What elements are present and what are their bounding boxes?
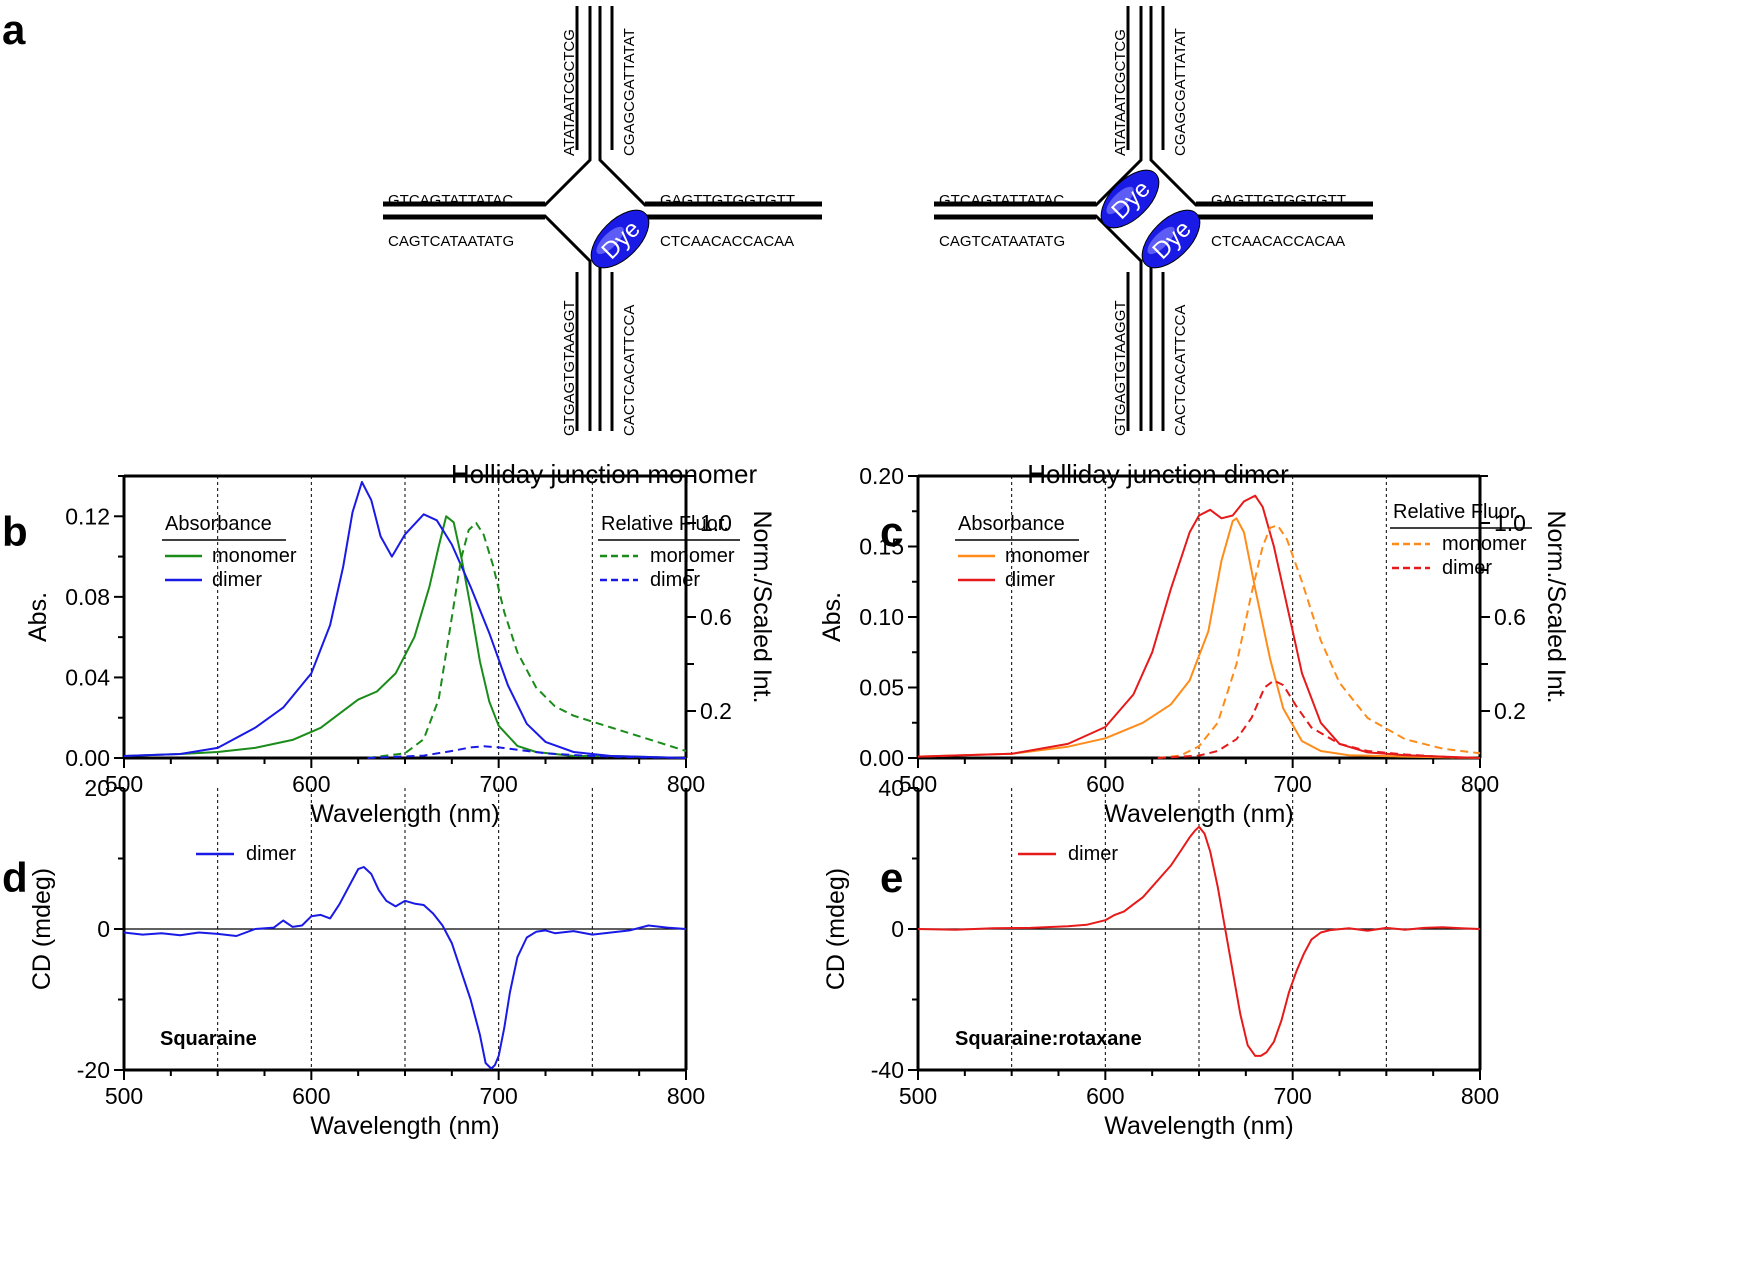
x-tick-label: 600	[292, 771, 330, 797]
legend-item-monomer: monomer	[650, 545, 735, 567]
x-tick-label: 700	[1273, 1083, 1311, 1109]
seq-down-right: CACTCACATTCCA	[621, 305, 638, 436]
seq-right-top: GAGTTGTGGTGTT	[660, 192, 795, 209]
series-fluorescence-monomer	[367, 522, 687, 759]
legend-absorbance-title: Absorbance	[165, 513, 272, 535]
series-absorbance-monomer	[917, 517, 1481, 759]
seq-right-top: GAGTTGTGGTGTT	[1211, 192, 1346, 209]
panel-label-a: a	[2, 6, 26, 53]
seq-up-right: CGAGCGATTATAT	[621, 28, 638, 156]
series-fluorescence-dimer	[1157, 679, 1462, 759]
y-axis-label: CD (mdeg)	[822, 868, 850, 990]
seq-left-top: GTCAGTATTATAC	[388, 192, 513, 209]
seq-right-bottom: CTCAACACCACAA	[1211, 233, 1345, 250]
legend-absorbance-title: Absorbance	[958, 513, 1065, 535]
holliday-junction-dimer-diagram: GTCAGTATTATAC CAGTCATAATATG GAGTTGTGGTGT…	[934, 6, 1373, 489]
chart-b-absorbance-fluorescence: 500 600 700 8000.000.040.080.120.20.61.0Wav…	[24, 474, 776, 828]
x-tick-label: 600	[1086, 1083, 1124, 1109]
series-fluorescence-dimer	[367, 745, 687, 759]
y2-tick-label: 1.0	[1494, 510, 1526, 536]
panel-label-d: d	[2, 854, 28, 901]
y2-axis-label: Norm./Scaled Int.	[1542, 510, 1570, 703]
y2-tick-label: 1.0	[700, 510, 732, 536]
y-tick-label: 0.04	[65, 664, 110, 690]
panel-label-c: c	[880, 508, 903, 555]
y-tick-label: 0.00	[65, 745, 110, 771]
y-tick-label: 0.00	[859, 745, 904, 771]
x-tick-label: 600	[1086, 771, 1124, 797]
x-tick-label: 500	[105, 1083, 143, 1109]
seq-up-right: CGAGCGATTATAT	[1172, 28, 1189, 156]
y2-tick-label: 0.6	[700, 604, 732, 630]
series-absorbance-dimer	[123, 481, 687, 759]
legend-item-monomer: monomer	[1005, 545, 1090, 567]
legend-item-dimer: dimer	[1442, 557, 1492, 579]
legend-item-monomer: monomer	[212, 545, 297, 567]
dye-annotation: Squaraine	[160, 1028, 257, 1050]
legend-item-monomer: monomer	[1442, 533, 1527, 555]
series-absorbance-dimer	[917, 494, 1481, 759]
y-tick-label: 20	[84, 775, 110, 801]
legend-item-dimer: dimer	[212, 569, 262, 591]
y-tick-label: 40	[878, 775, 904, 801]
x-tick-label: 700	[479, 771, 517, 797]
y-tick-label: 0.10	[859, 604, 904, 630]
legend-fluorescence-title: Relative Fluor.	[1393, 501, 1521, 523]
x-axis-label: Wavelength (nm)	[1104, 1112, 1293, 1140]
dye-icon: Dye	[590, 209, 650, 269]
x-tick-label: 700	[479, 1083, 517, 1109]
seq-left-top: GTCAGTATTATAC	[939, 192, 1064, 209]
panel-label-e: e	[880, 854, 903, 901]
y-axis-label: Abs.	[24, 592, 52, 642]
x-tick-label: 800	[667, 1083, 705, 1109]
holliday-junction-monomer-diagram: GTCAGTATTATAC CAGTCATAATATG GAGTTGTGGTGT…	[383, 6, 822, 489]
legend-item-dimer: dimer	[1005, 569, 1055, 591]
y-tick-label: 0.20	[859, 463, 904, 489]
y-tick-label: -20	[77, 1057, 110, 1083]
x-tick-label: 600	[292, 1083, 330, 1109]
legend-fluorescence-title: Relative Fluor.	[601, 513, 729, 535]
series-cd-dimer	[123, 866, 687, 1070]
y2-tick-label: 0.2	[1494, 698, 1526, 724]
series-cd-dimer	[917, 825, 1481, 1057]
y-axis-label: CD (mdeg)	[28, 868, 56, 990]
seq-right-bottom: CTCAACACCACAA	[660, 233, 794, 250]
legend-item-dimer: dimer	[650, 569, 700, 591]
panel-label-b: b	[2, 508, 28, 555]
y2-tick-label: 0.6	[1494, 604, 1526, 630]
seq-down-right: CACTCACATTCCA	[1172, 305, 1189, 436]
y-tick-label: 0.08	[65, 584, 110, 610]
y2-axis-label: Norm./Scaled Int.	[748, 510, 776, 703]
x-axis-label: Wavelength (nm)	[310, 1112, 499, 1140]
x-tick-label: 800	[1461, 1083, 1499, 1109]
chart-d-circular-dichroism: 500 600 700 800 -20 0 20 Wavelength (nm) CD (mde…	[28, 775, 705, 1140]
series-absorbance-monomer	[123, 515, 687, 759]
seq-down-left: GTGAGTGTAAGGT	[561, 300, 578, 436]
y-tick-label: 0.05	[859, 675, 904, 701]
y2-tick-label: 0.2	[700, 698, 732, 724]
caption-dimer: Holliday junction dimer	[1027, 459, 1289, 489]
y-tick-label: 0	[97, 916, 110, 942]
seq-down-left: GTGAGTGTAAGGT	[1112, 300, 1129, 436]
seq-up-left: ATATAATCGCTCG	[561, 29, 578, 156]
series-fluorescence-monomer	[1157, 524, 1481, 759]
legend-item-dimer: dimer	[246, 843, 296, 865]
y-axis-label: Abs.	[818, 592, 846, 642]
seq-up-left: ATATAATCGCTCG	[1112, 29, 1129, 156]
y-tick-label: 0	[891, 916, 904, 942]
caption-monomer: Holliday junction monomer	[451, 459, 758, 489]
x-tick-label: 500	[899, 1083, 937, 1109]
y-tick-label: -40	[871, 1057, 904, 1083]
seq-left-bottom: CAGTCATAATATG	[388, 233, 514, 250]
legend-item-dimer: dimer	[1068, 843, 1118, 865]
chart-e-circular-dichroism: 500 600 700 800 -40 0 40 Wavelength (nm) CD (mde…	[822, 775, 1499, 1140]
dye-annotation: Squaraine:rotaxane	[955, 1028, 1142, 1050]
y-tick-label: 0.15	[859, 534, 904, 560]
y-tick-label: 0.12	[65, 503, 110, 529]
seq-left-bottom: CAGTCATAATATG	[939, 233, 1065, 250]
chart-c-absorbance-fluorescence: 500 600 700 8000.000.050.100.150.200.20.61.…	[818, 463, 1570, 828]
x-tick-label: 700	[1273, 771, 1311, 797]
